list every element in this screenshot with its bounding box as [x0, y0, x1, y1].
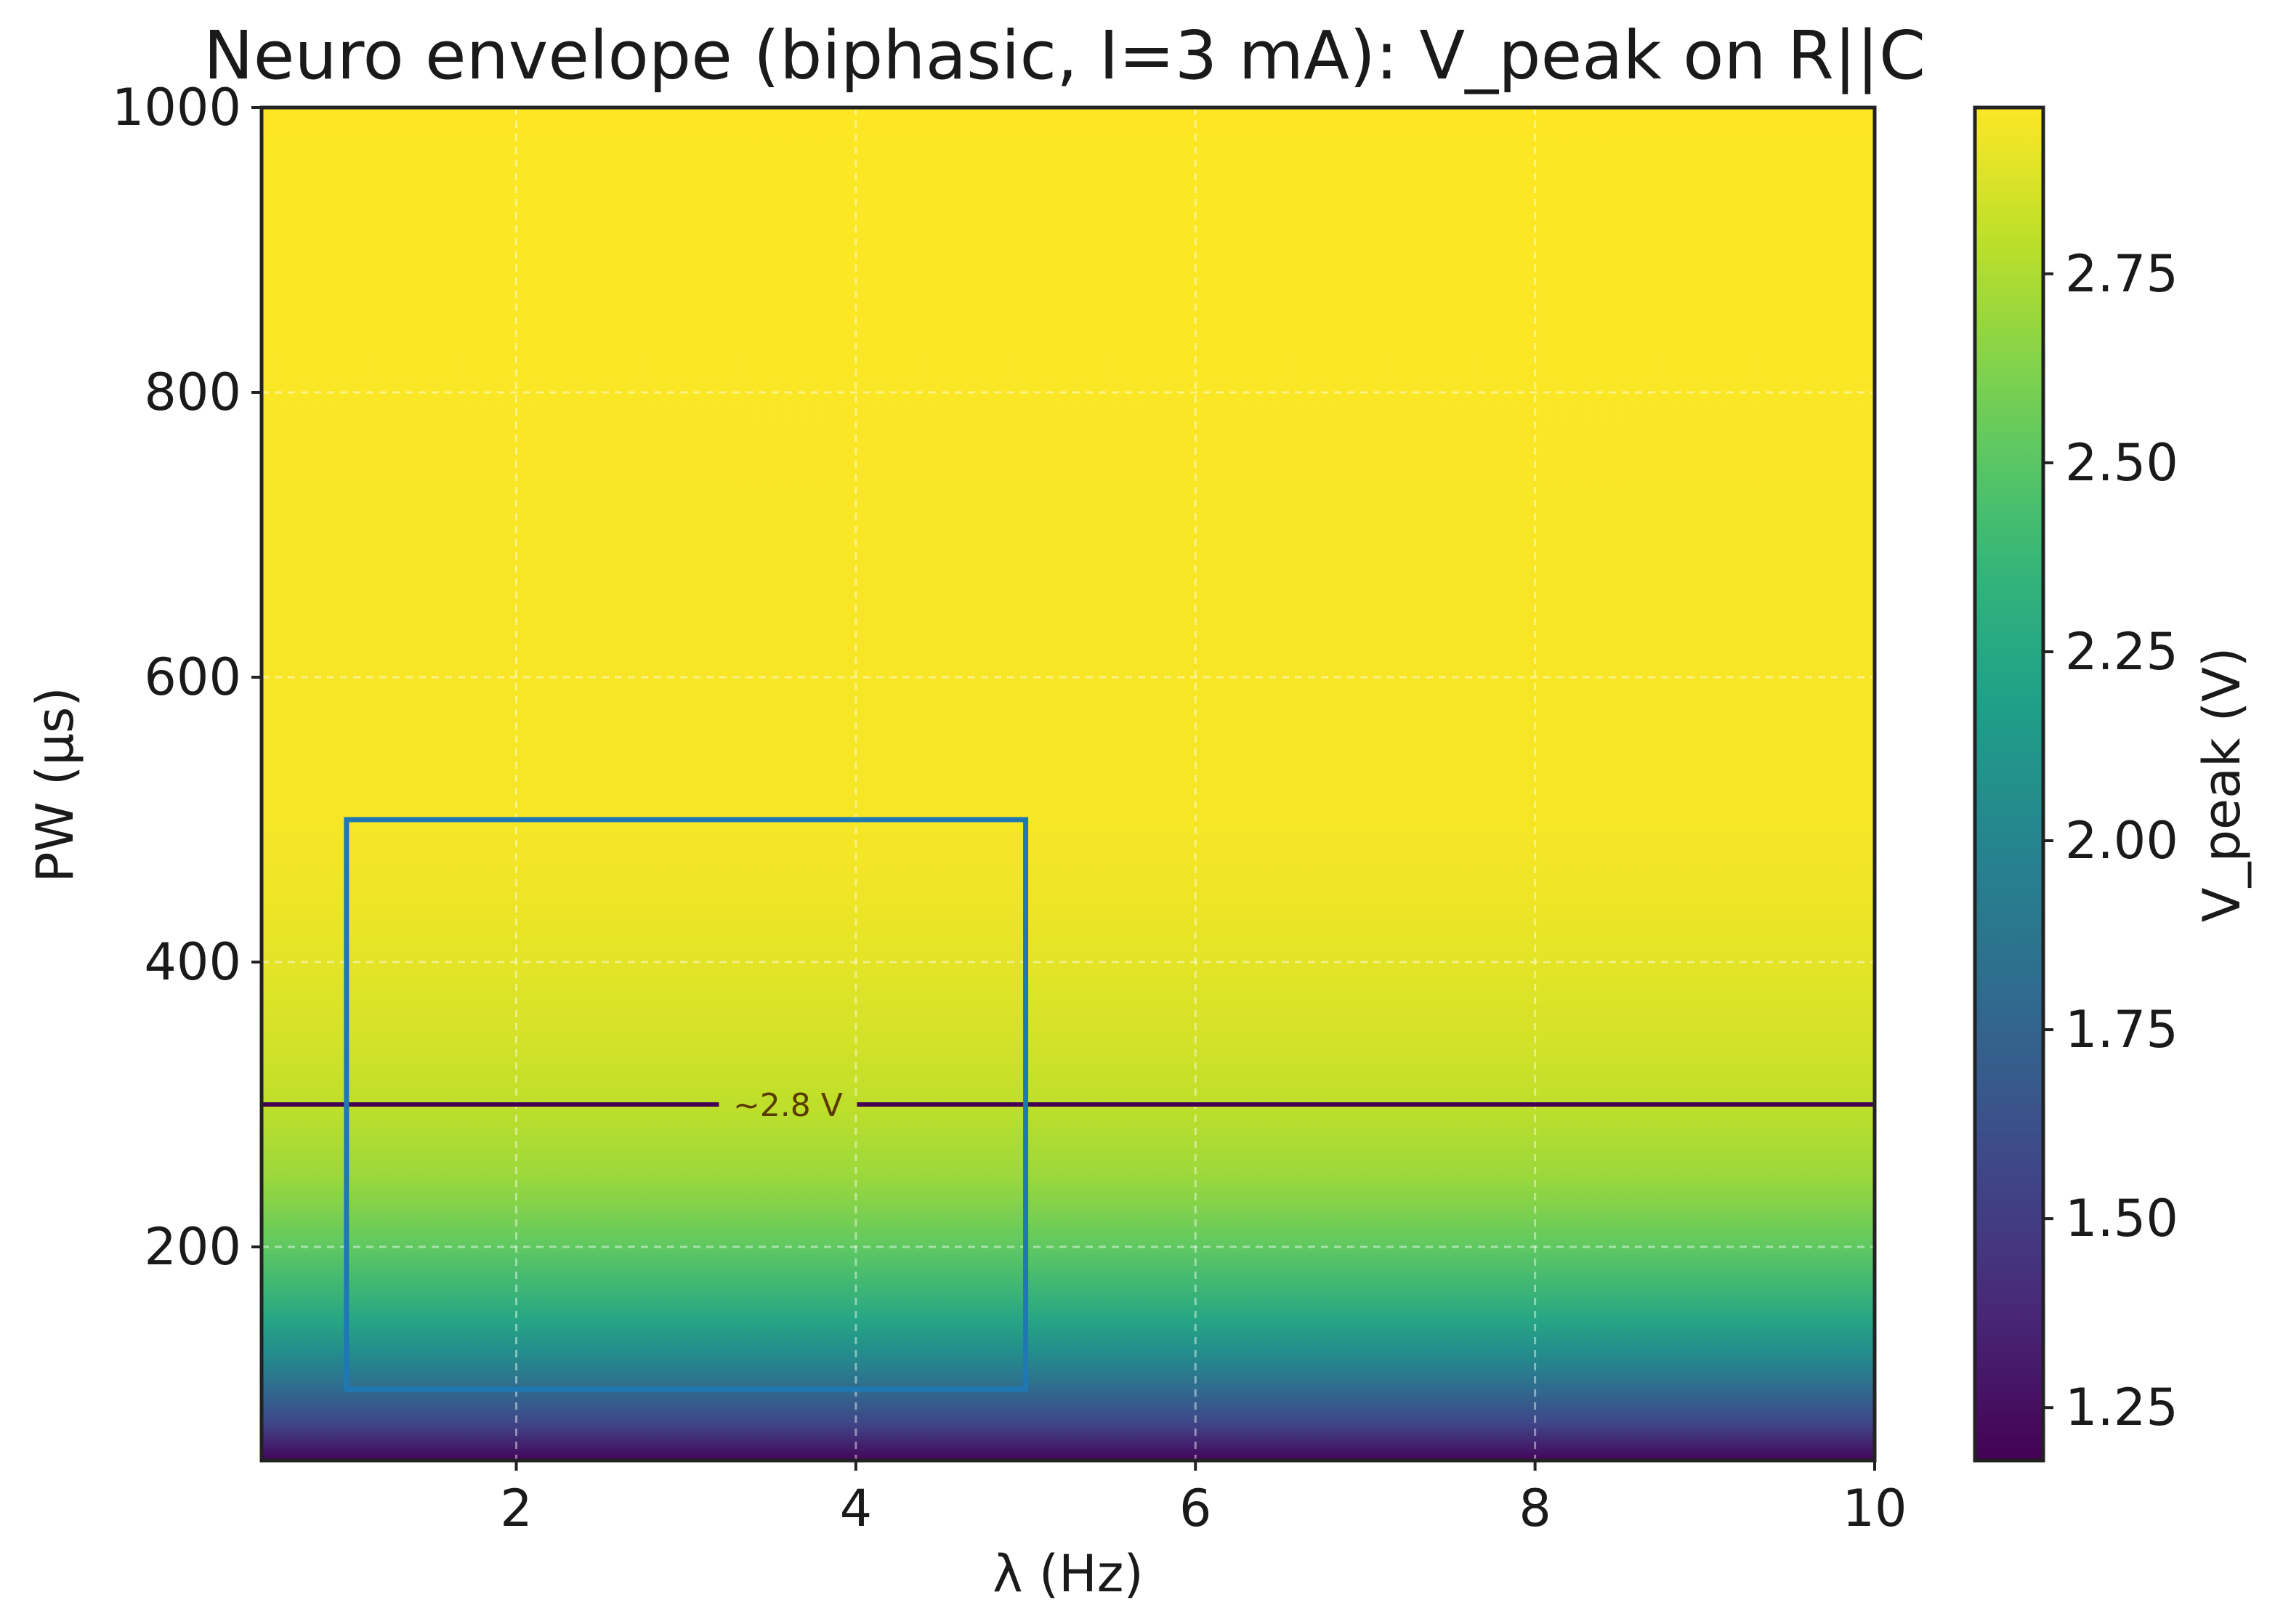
colorbar-tick-label: 2.00	[2065, 811, 2178, 870]
x-axis-label: λ (Hz)	[993, 1544, 1144, 1604]
chart-title: Neuro envelope (biphasic, I=3 mA): V_pea…	[203, 17, 1926, 94]
y-axis-ticks: 200 400 600 800 1000	[112, 78, 262, 1277]
x-tick-label: 8	[1519, 1479, 1551, 1538]
grid-lines	[262, 108, 1875, 1461]
colorbar-tick-label: 2.75	[2065, 244, 2178, 304]
x-tick-label: 10	[1842, 1479, 1907, 1538]
y-axis-label: PW (µs)	[25, 687, 85, 882]
y-tick-label: 800	[144, 363, 241, 422]
contour-label-background	[719, 1097, 857, 1112]
colorbar	[1973, 105, 2045, 1463]
colorbar-tick-label: 1.50	[2065, 1189, 2178, 1248]
region-box	[344, 817, 1029, 1392]
colorbar-label: V_peak (V)	[2192, 647, 2252, 923]
y-tick-label: 1000	[112, 78, 241, 137]
colorbar-tick-label: 1.25	[2065, 1378, 2178, 1437]
x-tick-label: 6	[1179, 1479, 1212, 1538]
x-tick-label: 4	[840, 1479, 873, 1538]
colorbar-ticks: 1.25 1.50 1.75 2.00 2.25 2.50 2.75	[2043, 244, 2178, 1437]
y-tick-label: 200	[144, 1217, 241, 1277]
y-tick-label: 400	[144, 932, 241, 992]
x-axis-ticks: 2 4 6 8 10	[500, 1461, 1907, 1538]
contour-label: ~2.8 V	[733, 1087, 843, 1124]
colorbar-tick-label: 2.50	[2065, 433, 2178, 493]
x-tick-label: 2	[500, 1479, 533, 1538]
heatmap-field	[262, 108, 1875, 1461]
colorbar-tick-label: 2.25	[2065, 622, 2178, 682]
plot-frame	[259, 105, 1877, 1463]
y-tick-label: 600	[144, 647, 241, 707]
colorbar-tick-label: 1.75	[2065, 1000, 2178, 1059]
